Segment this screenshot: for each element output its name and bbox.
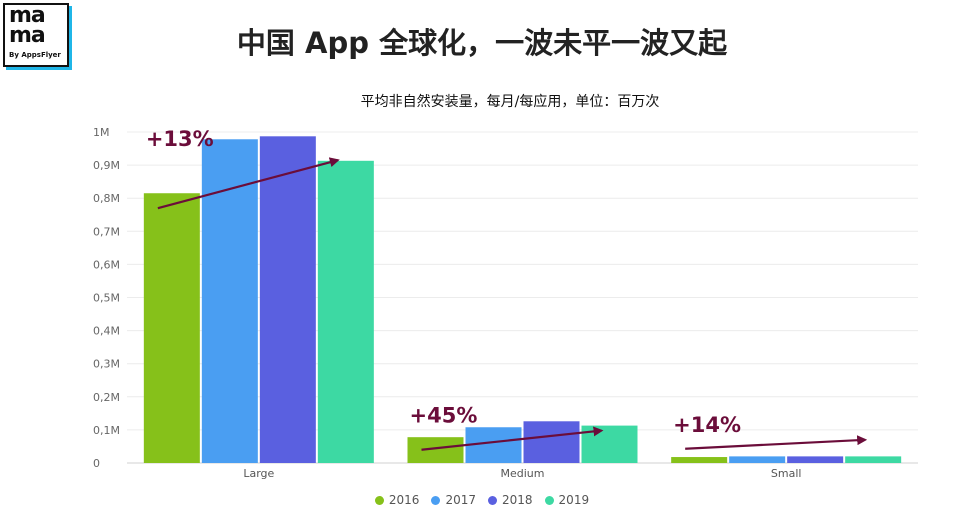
growth-label: +14%: [673, 413, 741, 437]
trend-arrow: [157, 157, 340, 210]
bar-large-2018: [259, 136, 316, 464]
y-tick-label: 0,2M: [93, 391, 120, 404]
y-tick-label: 1M: [93, 126, 110, 139]
bar-small-2017: [729, 456, 786, 463]
bar-small-2016: [671, 457, 728, 463]
y-tick-label: 0,7M: [93, 225, 120, 238]
y-tick-label: 0,5M: [93, 292, 120, 305]
bar-small-2019: [845, 456, 902, 463]
chart-subtitle: 平均非自然安装量，每月/每应用，单位：百万次: [360, 94, 660, 110]
legend-swatch: [431, 495, 441, 505]
legend-item-2016: 2016: [374, 493, 420, 507]
bar-medium-2016: [407, 437, 464, 463]
legend-swatch: [544, 495, 554, 505]
legend-swatch: [374, 495, 384, 505]
legend-label: 2018: [502, 493, 533, 507]
legend-item-2017: 2017: [431, 493, 476, 507]
growth-label: +45%: [410, 404, 478, 428]
y-tick-label: 0,8M: [93, 192, 120, 205]
logo-word-bottom: ma: [9, 23, 46, 48]
legend-label: 2016: [388, 493, 420, 507]
logo-word-top: ma: [9, 3, 46, 28]
y-tick-label: 0,6M: [93, 258, 120, 271]
y-tick-label: 0,1M: [93, 424, 120, 437]
bar-small-2018: [787, 456, 844, 463]
chart-title: 中国 App 全球化，一波未平一波又起: [236, 26, 728, 60]
trend-arrow: [685, 435, 868, 450]
chart-legend: 2016 2017 2018 2019: [0, 493, 964, 507]
y-tick-label: 0,4M: [93, 325, 120, 338]
x-tick-label: Small: [771, 467, 802, 480]
trend-arrow: [421, 426, 604, 451]
legend-item-2019: 2019: [544, 493, 590, 507]
bar-large-2016: [143, 193, 200, 464]
y-tick-label: 0,3M: [93, 358, 120, 371]
y-tick-label: 0: [93, 457, 100, 470]
legend-label: 2017: [445, 493, 476, 507]
x-tick-label: Large: [243, 467, 274, 480]
legend-item-2018: 2018: [488, 493, 533, 507]
mama-logo: ma ma By AppsFlyer: [3, 3, 69, 67]
bar-large-2019: [317, 160, 374, 463]
logo-subtitle: By AppsFlyer: [9, 51, 61, 59]
legend-swatch: [488, 495, 497, 505]
bar-medium-2018: [523, 421, 580, 463]
growth-label: +13%: [146, 127, 214, 151]
y-tick-label: 0,9M: [93, 159, 120, 172]
legend-label: 2019: [558, 493, 590, 507]
x-tick-label: Medium: [501, 467, 545, 480]
